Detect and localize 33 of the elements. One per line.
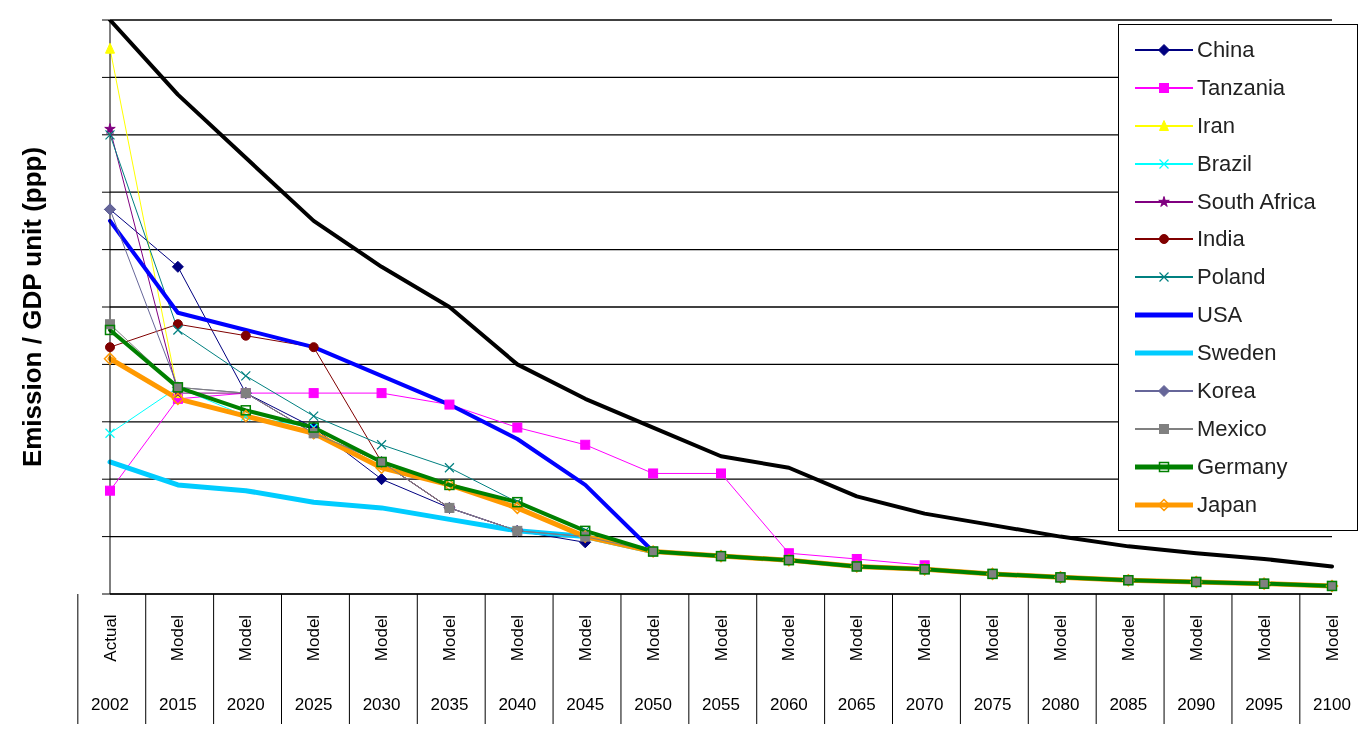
legend-label: Sweden bbox=[1197, 340, 1277, 367]
category-label: Model 2095 bbox=[1245, 614, 1284, 714]
category-label: Model 2060 bbox=[769, 614, 808, 714]
category-label: Model 2085 bbox=[1109, 614, 1148, 714]
legend-label: India bbox=[1197, 226, 1245, 253]
category-label: Model 2100 bbox=[1313, 614, 1351, 714]
legend-label: Brazil bbox=[1197, 150, 1253, 177]
category-label: Model 2065 bbox=[837, 614, 876, 714]
legend-label: Japan bbox=[1197, 491, 1257, 518]
category-label: Model 2090 bbox=[1177, 614, 1216, 714]
category-label: Model 2050 bbox=[634, 614, 673, 714]
category-label: Model 2080 bbox=[1041, 614, 1080, 714]
legend-label: Korea bbox=[1197, 377, 1256, 404]
category-label: Model 2070 bbox=[905, 614, 944, 714]
category-label: Model 2040 bbox=[498, 614, 537, 714]
legend-label: Iran bbox=[1197, 112, 1235, 139]
legend-label: Poland bbox=[1197, 264, 1266, 291]
legend-label: Germany bbox=[1197, 453, 1288, 480]
category-label: Model 2025 bbox=[294, 614, 333, 714]
category-label: Model 2035 bbox=[430, 614, 469, 714]
legend-label: Tanzania bbox=[1197, 74, 1286, 101]
category-label: Model 2015 bbox=[158, 614, 197, 714]
legend-label: South Africa bbox=[1197, 188, 1316, 215]
category-label: Model 2030 bbox=[362, 614, 401, 714]
category-label: Actual 2002 bbox=[91, 614, 129, 714]
category-label: Model 2055 bbox=[702, 614, 740, 714]
legend-label: China bbox=[1197, 36, 1255, 63]
category-label: Model 2075 bbox=[973, 614, 1012, 714]
y-axis-title: Emission / GDP unit (ppp) bbox=[17, 146, 48, 468]
legend-label: USA bbox=[1197, 302, 1243, 329]
category-label: Model 2020 bbox=[226, 614, 265, 714]
category-label: Model 2045 bbox=[566, 614, 605, 714]
legend-label: Mexico bbox=[1197, 415, 1267, 442]
